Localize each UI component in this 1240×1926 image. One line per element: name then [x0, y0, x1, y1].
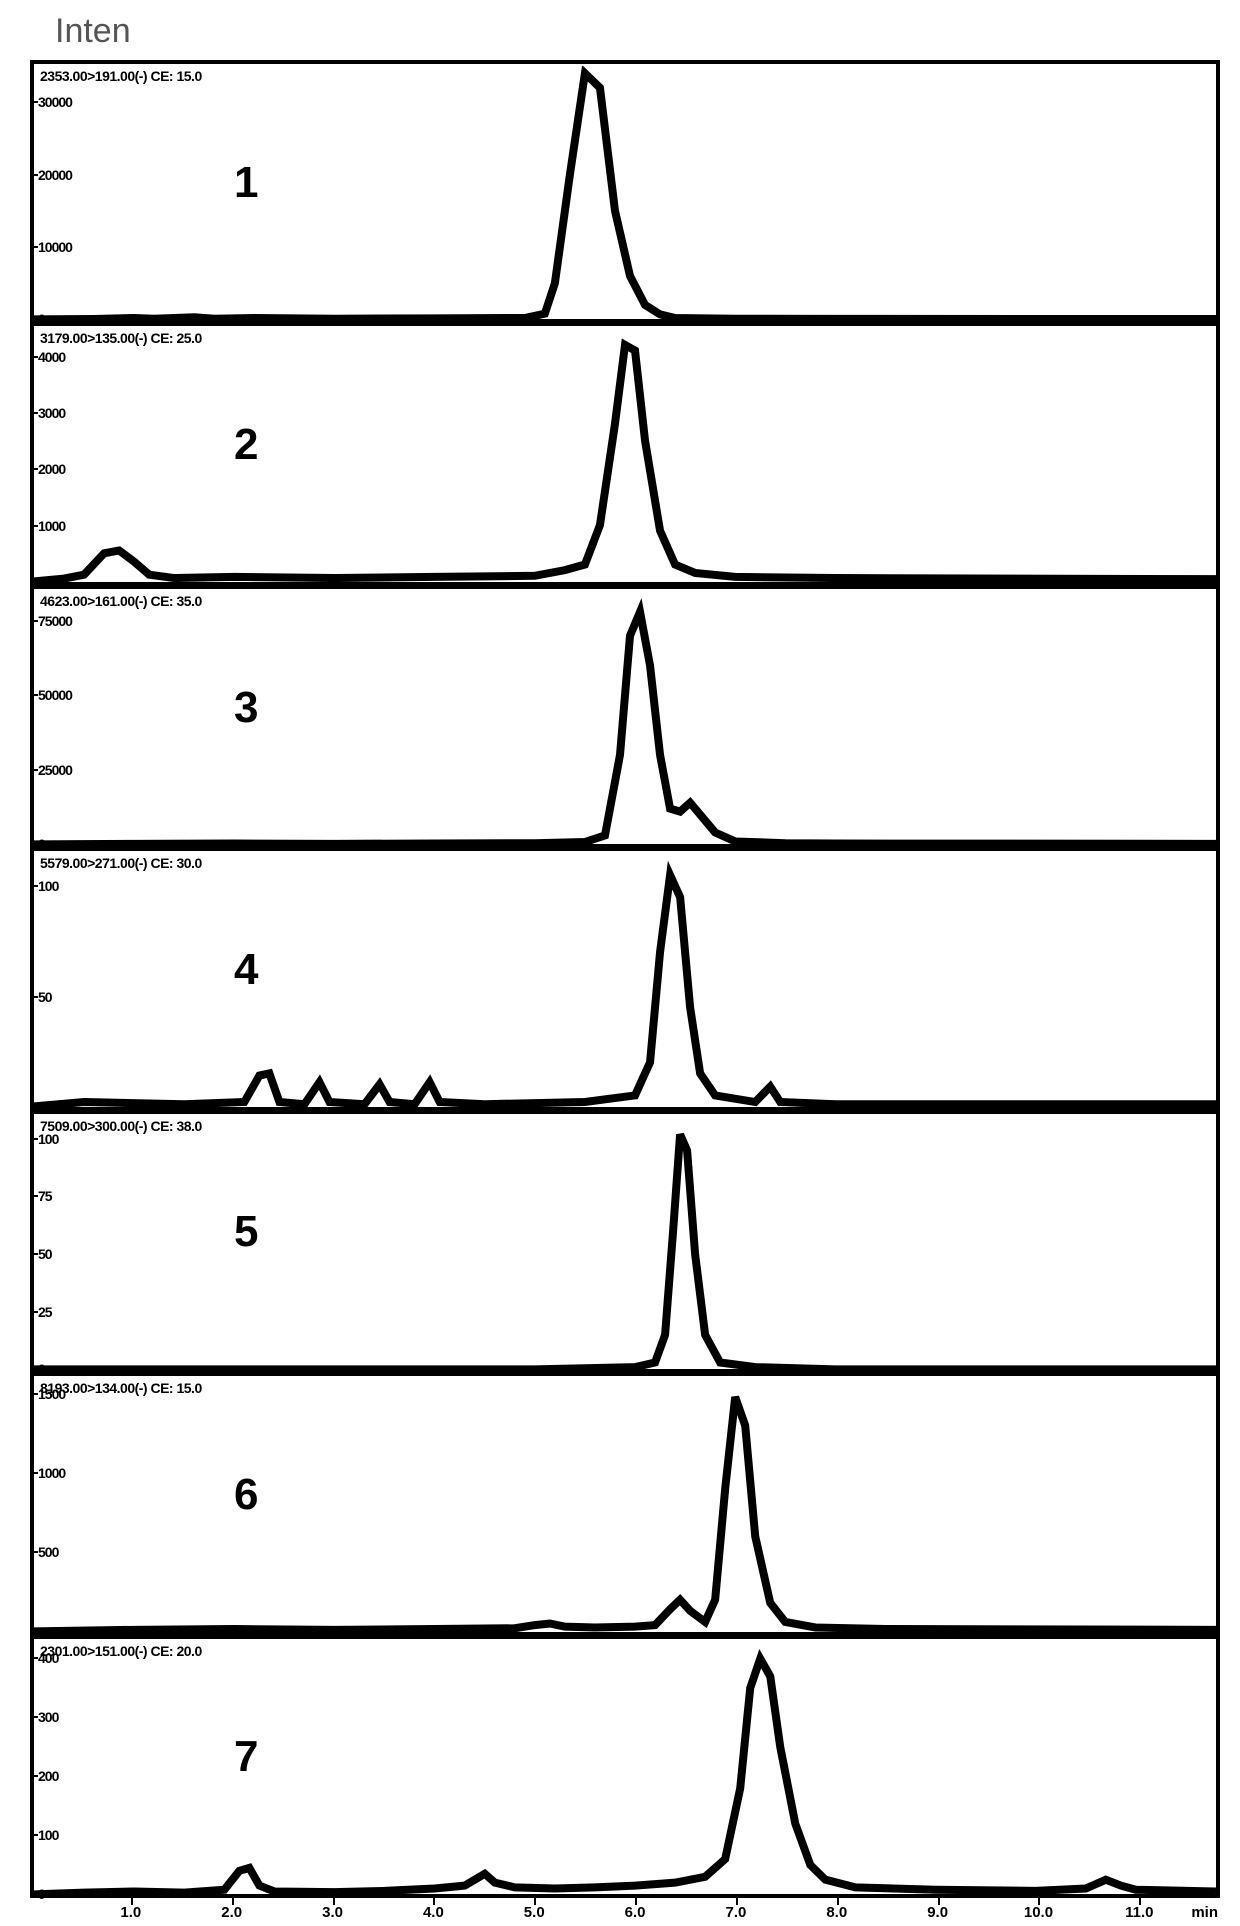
chromatogram-trace — [34, 328, 1216, 581]
x-tick-label: 8.0 — [826, 1904, 847, 1921]
chart-panel-3: 4623.00>161.00(-) CE: 35.030250005000075… — [34, 589, 1216, 851]
x-tick-label: 9.0 — [927, 1904, 948, 1921]
x-tick-label: 7.0 — [725, 1904, 746, 1921]
panel-header: 4623.00>161.00(-) CE: 35.0 — [40, 593, 202, 609]
chart-panel-4: 5579.00>271.00(-) CE: 30.04050100 — [34, 851, 1216, 1113]
chromatogram-trace — [34, 853, 1216, 1106]
panel-number: 7 — [234, 1732, 258, 1782]
panel-header: 2353.00>191.00(-) CE: 15.0 — [40, 68, 202, 84]
x-tick-label: 10.0 — [1024, 1904, 1053, 1921]
main-title: Inten — [55, 12, 131, 51]
chromatogram-trace — [34, 591, 1216, 844]
panel-number: 3 — [234, 683, 258, 733]
chromatogram-trace — [34, 1116, 1216, 1369]
chart-panel-2: 3179.00>135.00(-) CE: 25.020100020003000… — [34, 326, 1216, 588]
x-tick-label: 1.0 — [120, 1904, 141, 1921]
panel-number: 1 — [234, 158, 258, 208]
chart-panel-6: 8193.00>134.00(-) CE: 15.06050010001500 — [34, 1376, 1216, 1638]
chromatogram-trace — [34, 1641, 1216, 1894]
x-axis: 1.0 2.0 3.0 4.0 5.0 6.0 7.0 8.0 9.0 10.0 11.0 min — [30, 1898, 1220, 1922]
chart-panel-1: 2353.00>191.00(-) CE: 15.010100002000030… — [34, 64, 1216, 326]
x-tick-label: 4.0 — [423, 1904, 444, 1921]
panel-header: 3179.00>135.00(-) CE: 25.0 — [40, 330, 202, 346]
x-tick-label: 3.0 — [322, 1904, 343, 1921]
chromatogram-trace — [34, 66, 1216, 319]
panels-container: 2353.00>191.00(-) CE: 15.010100002000030… — [30, 60, 1220, 1898]
x-tick-label: 11.0 — [1125, 1904, 1153, 1921]
x-tick-label: 2.0 — [221, 1904, 242, 1921]
chromatogram-trace — [34, 1378, 1216, 1631]
x-axis-unit: min — [1191, 1904, 1218, 1921]
x-tick-label: 5.0 — [524, 1904, 545, 1921]
panel-number: 6 — [234, 1470, 258, 1520]
panel-header: 2301.00>151.00(-) CE: 20.0 — [40, 1643, 202, 1659]
chart-panel-7: 2301.00>151.00(-) CE: 20.070100200300400 — [34, 1639, 1216, 1898]
chart-panel-5: 7509.00>300.00(-) CE: 38.050255075100 — [34, 1114, 1216, 1376]
panel-number: 2 — [234, 420, 258, 470]
panel-number: 5 — [234, 1207, 258, 1257]
panel-header: 5579.00>271.00(-) CE: 30.0 — [40, 855, 202, 871]
panel-header: 8193.00>134.00(-) CE: 15.0 — [40, 1380, 202, 1396]
panel-number: 4 — [234, 945, 258, 995]
panel-header: 7509.00>300.00(-) CE: 38.0 — [40, 1118, 202, 1134]
page-root: Inten 2353.00>191.00(-) CE: 15.010100002… — [0, 0, 1240, 1926]
x-tick-label: 6.0 — [625, 1904, 646, 1921]
